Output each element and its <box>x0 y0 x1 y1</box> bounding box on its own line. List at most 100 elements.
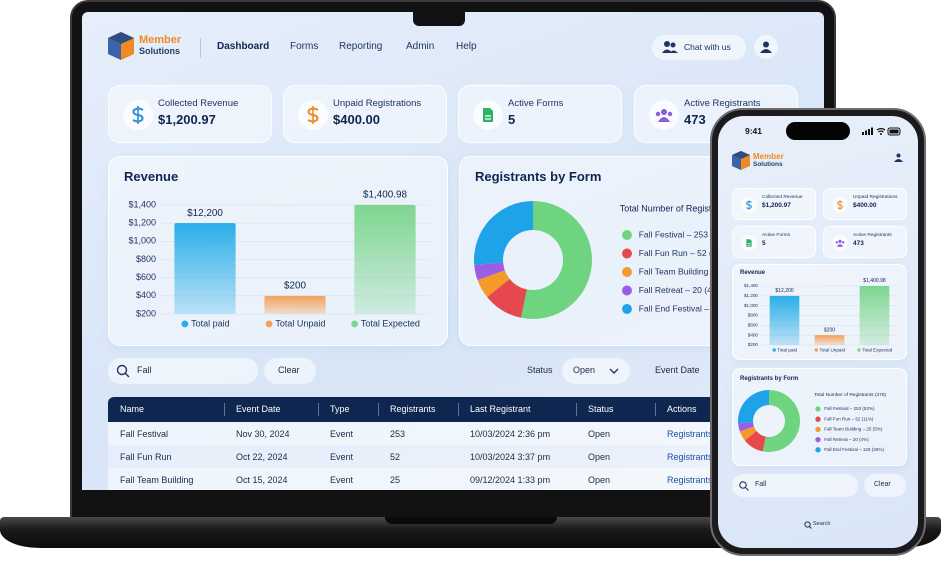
column-header: Status <box>588 404 614 414</box>
brand-name: Member <box>753 152 784 161</box>
nav-item[interactable]: Help <box>456 41 477 52</box>
chart-title: Registrants by Form <box>740 376 799 382</box>
donut-slice <box>738 390 769 424</box>
table-cell: 10/03/2024 3:37 pm <box>470 452 551 462</box>
clear-button[interactable] <box>864 474 906 497</box>
user-icon[interactable] <box>894 153 903 162</box>
stat-label: Collected Revenue <box>158 97 239 109</box>
nav-item[interactable]: Dashboard <box>217 41 270 52</box>
stat-icon <box>838 239 842 243</box>
divider <box>200 38 201 58</box>
column-header: Registrants <box>390 404 436 414</box>
laptop-content: Member Solutions Dashboard Forms Reporti… <box>82 12 824 490</box>
legend-dot <box>351 320 358 328</box>
table-cell: Fall Festival <box>120 429 169 439</box>
stat-icon <box>661 109 667 115</box>
legend-label: Total Expected <box>862 347 893 352</box>
bar <box>354 204 416 314</box>
row-action[interactable]: Registrants <box>667 429 713 439</box>
y-tick-label: $200 <box>748 342 759 347</box>
legend-label: Fall Festival – 253 (53%) <box>824 406 875 411</box>
legend-dot <box>622 267 632 277</box>
legend-dot <box>622 304 632 314</box>
legend-dot <box>815 406 821 412</box>
chart-title: Registrants by Form <box>475 169 602 184</box>
search-query[interactable]: Fall <box>137 365 152 375</box>
legend-label: Fall Retreat – 20 (4%) <box>639 285 723 295</box>
legend-dot <box>815 436 821 443</box>
stat-icon <box>832 235 848 251</box>
camera-notch <box>413 11 465 26</box>
chat-label[interactable]: Chat with us <box>684 42 731 52</box>
stat-icon <box>741 197 757 213</box>
phone-charts: $200 $400 $600 $800 $1,000 $1,200 $1,400 $12,20… <box>738 278 897 453</box>
phone-time: 9:41 <box>745 126 763 136</box>
column-divider <box>378 403 379 416</box>
stat-value: 473 <box>853 240 864 248</box>
chat-button[interactable] <box>652 35 746 60</box>
search-input[interactable] <box>732 474 858 497</box>
phone-screen: 9:41 Member Solutions Revenue Registrant… <box>718 116 918 548</box>
nav-item[interactable]: Reporting <box>339 41 383 52</box>
stat-label: Active Registrants <box>684 97 761 109</box>
table-row <box>108 422 824 445</box>
stat-icon <box>746 239 752 247</box>
donut-slice <box>520 200 593 320</box>
bar-label: $1,400.98 <box>863 278 886 284</box>
donut-slice <box>739 426 757 441</box>
stat-label: Active Forms <box>508 97 564 109</box>
chevron <box>609 368 619 374</box>
bar-label: $12,200 <box>187 208 223 219</box>
table-row <box>108 468 824 490</box>
legend-label: Total Unpaid <box>819 347 845 352</box>
legend-dot <box>772 348 776 352</box>
laptop-notch-indent <box>385 517 557 524</box>
bar-label: $200 <box>824 327 835 333</box>
stat-icon <box>298 100 328 130</box>
y-tick-label: $1,400 <box>128 199 156 209</box>
row-action[interactable]: Registrants <box>667 452 713 462</box>
legend-dot <box>622 285 632 296</box>
table-cell: 10/03/2024 2:36 pm <box>470 429 551 439</box>
search-icon <box>116 364 130 378</box>
search-input[interactable] <box>108 358 258 384</box>
stat-icon <box>842 241 845 244</box>
search-button[interactable]: Search <box>813 521 831 527</box>
table-cell: Event <box>330 452 354 462</box>
search-query[interactable]: Fall <box>755 481 767 488</box>
status-label: Status <box>527 365 553 375</box>
stat-icon <box>655 111 661 117</box>
stat-value: $400.00 <box>853 202 877 210</box>
nav-item[interactable]: Forms <box>290 41 319 52</box>
laptop-screen: Member Solutions Dashboard Forms Reporti… <box>82 12 824 490</box>
table-cell: 253 <box>390 429 406 439</box>
column-divider <box>458 403 459 416</box>
row-action[interactable]: Registrants <box>667 475 713 485</box>
legend-label: Total Unpaid <box>275 318 325 328</box>
table-cell: 52 <box>390 452 401 462</box>
search-icon <box>739 481 749 491</box>
clear-label[interactable]: Clear <box>874 481 891 488</box>
status-value[interactable]: Open <box>573 365 596 375</box>
stat-value: 5 <box>508 112 516 127</box>
nav-item[interactable]: Admin <box>406 41 435 52</box>
y-tick-label: $600 <box>136 272 156 282</box>
chart-subtitle: Total Number of Registrants (475) <box>814 392 886 398</box>
chat-icon <box>662 41 678 53</box>
chart-title: Revenue <box>740 270 766 276</box>
clear-button[interactable] <box>264 358 316 384</box>
stat-value: $400.00 <box>333 112 380 127</box>
y-tick-label: $1,000 <box>744 303 758 308</box>
brand-name: Member <box>139 34 182 46</box>
column-divider <box>224 403 225 416</box>
stat-icon <box>483 108 493 122</box>
chart-title: Revenue <box>124 169 179 184</box>
y-tick-label: $400 <box>136 290 156 300</box>
legend-label: Fall Retreat – 20 (4%) <box>824 437 869 442</box>
status-dropdown[interactable] <box>562 358 630 384</box>
table-cell: Open <box>588 429 611 439</box>
y-tick-label: $800 <box>136 254 156 264</box>
clear-label[interactable]: Clear <box>278 365 300 375</box>
legend-label: Fall Team Building – 25 (5%) <box>639 266 748 276</box>
bar <box>814 335 845 345</box>
